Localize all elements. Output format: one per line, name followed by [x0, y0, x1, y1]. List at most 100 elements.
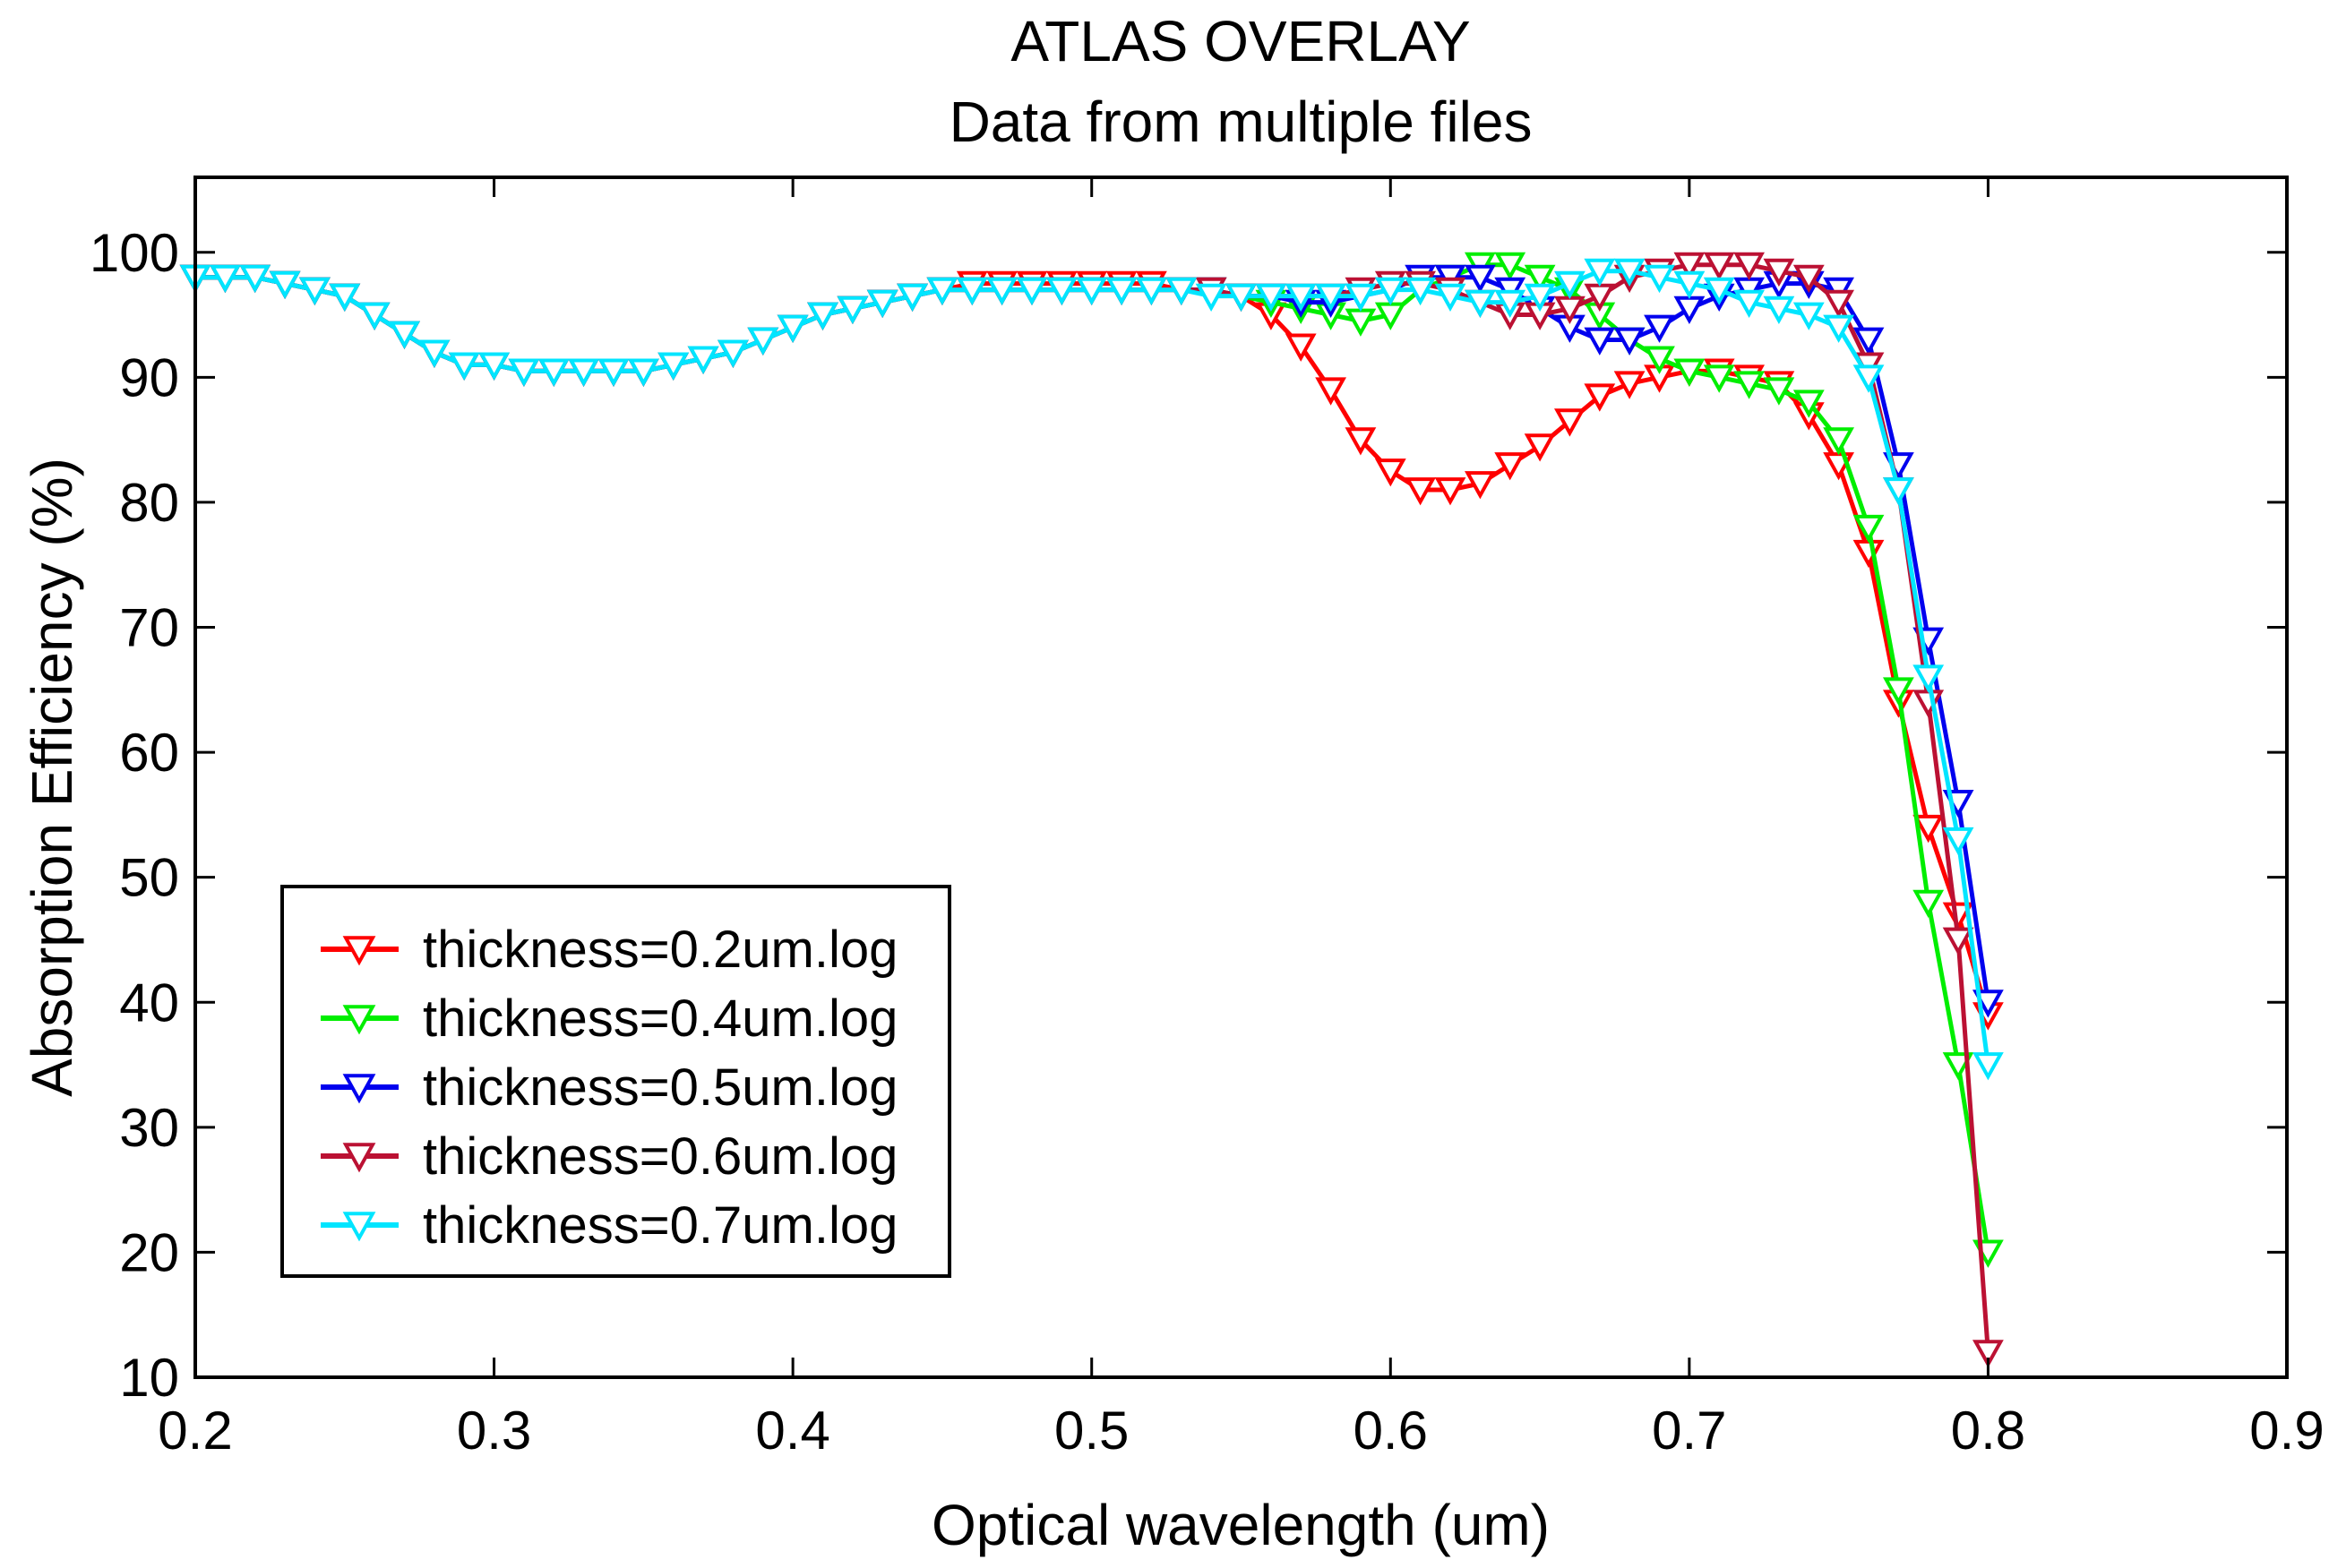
- data-point: [837, 296, 869, 325]
- data-point: [687, 346, 719, 374]
- data-point: [1673, 252, 1706, 281]
- data-point: [1046, 277, 1078, 306]
- chart-subtitle: Data from multiple files: [950, 90, 1533, 154]
- series-layer: [179, 252, 2004, 1368]
- data-point: [1465, 264, 1496, 294]
- legend-item: thickness=0.4um.log: [321, 990, 898, 1048]
- x-tick-label: 0.2: [158, 1401, 232, 1461]
- data-point: [1644, 314, 1675, 343]
- data-point: [1374, 458, 1406, 487]
- data-point: [1823, 427, 1854, 456]
- data-point: [1405, 277, 1436, 306]
- data-point: [210, 264, 241, 294]
- data-point: [1584, 258, 1616, 287]
- data-point: [1524, 433, 1556, 462]
- data-point: [1434, 477, 1466, 506]
- x-tick-label: 0.9: [2249, 1401, 2324, 1461]
- y-tick-label: 40: [119, 973, 179, 1032]
- data-point: [657, 352, 690, 381]
- data-point: [1703, 277, 1735, 306]
- data-point: [1554, 270, 1586, 300]
- data-point: [448, 352, 480, 381]
- data-point: [1613, 258, 1646, 287]
- data-point: [926, 277, 958, 306]
- legend-marker: [342, 1005, 376, 1035]
- legend: thickness=0.2um.log thickness=0.4um.log th…: [280, 885, 951, 1278]
- data-point: [1345, 308, 1377, 337]
- y-tick-label: 20: [119, 1222, 179, 1282]
- data-point: [1912, 690, 1945, 718]
- data-point: [299, 277, 331, 306]
- plot-frame: [193, 176, 2289, 1379]
- data-point: [1165, 277, 1198, 306]
- data-point: [358, 302, 391, 330]
- data-point: [1703, 364, 1735, 393]
- x-axis-label: Optical wavelength (um): [932, 1493, 1550, 1557]
- data-point: [1285, 283, 1317, 313]
- data-point: [1792, 302, 1825, 330]
- data-point: [1883, 677, 1914, 706]
- data-point: [807, 302, 838, 330]
- data-point: [1883, 477, 1914, 506]
- legend-marker: [342, 1143, 376, 1173]
- data-point: [1972, 1052, 2004, 1081]
- legend-marker: [342, 1074, 376, 1104]
- data-point: [1016, 277, 1048, 306]
- data-point: [1494, 252, 1526, 281]
- data-point: [1405, 477, 1436, 506]
- data-point: [389, 321, 420, 349]
- chart-title: ATLAS OVERLAY: [1010, 9, 1470, 73]
- data-point: [1942, 1052, 1974, 1081]
- data-point: [1852, 539, 1885, 569]
- x-tick-label: 0.6: [1354, 1401, 1428, 1461]
- data-point: [239, 264, 271, 294]
- x-tick-label: 0.5: [1054, 1401, 1129, 1461]
- data-point: [1673, 296, 1706, 325]
- data-point: [478, 352, 510, 381]
- data-point: [1524, 283, 1556, 313]
- legend-label: thickness=0.6um.log: [423, 1127, 898, 1186]
- y-tick-label: 90: [119, 347, 179, 407]
- x-tick-label: 0.3: [457, 1401, 531, 1461]
- data-point: [1613, 327, 1646, 356]
- data-point: [1136, 277, 1167, 306]
- data-point: [1763, 296, 1795, 325]
- legend-label: thickness=0.7um.log: [423, 1196, 898, 1255]
- data-point: [1852, 514, 1885, 544]
- data-point: [628, 358, 659, 387]
- data-point: [1494, 289, 1526, 319]
- y-tick-label: 70: [119, 598, 179, 658]
- y-tick-label: 100: [90, 223, 179, 283]
- legend-label: thickness=0.2um.log: [423, 921, 898, 979]
- axis-ticks: 0.2 0.3 0.4 0.5 0.6 0.7 0.8 0.9 10 20 30 40 50 60 70 80…: [90, 177, 2325, 1461]
- data-point: [1554, 408, 1586, 437]
- data-point: [1465, 471, 1496, 500]
- data-point: [1105, 277, 1138, 306]
- data-point: [1912, 889, 1945, 919]
- data-point: [1434, 283, 1466, 313]
- data-point: [1255, 283, 1287, 313]
- data-point: [1613, 371, 1646, 399]
- data-point: [1823, 289, 1854, 319]
- data-point: [1584, 327, 1616, 356]
- legend-label: thickness=0.4um.log: [423, 990, 898, 1048]
- data-point: [329, 283, 361, 313]
- data-point: [1345, 427, 1377, 456]
- data-point: [269, 270, 301, 300]
- data-point: [1942, 927, 1974, 955]
- data-point: [1733, 252, 1765, 281]
- data-point: [1823, 314, 1854, 343]
- data-point: [897, 283, 928, 313]
- data-point: [1315, 283, 1346, 313]
- legend-item: thickness=0.7um.log: [321, 1196, 898, 1255]
- data-point: [1225, 283, 1257, 313]
- y-tick-label: 30: [119, 1098, 179, 1158]
- data-point: [1912, 814, 1945, 844]
- data-point: [1852, 364, 1885, 393]
- data-point: [747, 327, 779, 356]
- data-point: [1584, 383, 1616, 412]
- y-tick-label: 50: [119, 848, 179, 908]
- y-axis-label: Absorption Efficiency (%): [20, 458, 84, 1097]
- x-tick-label: 0.8: [1951, 1401, 2025, 1461]
